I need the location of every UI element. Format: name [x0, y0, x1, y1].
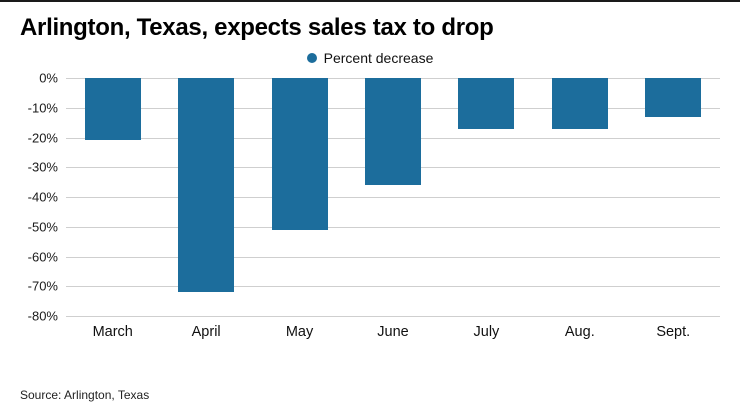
y-axis-label: -20%: [27, 130, 58, 145]
bar-column: [533, 78, 626, 316]
x-axis-labels: March April May June July Aug. Sept.: [66, 324, 720, 340]
bar-column: [66, 78, 159, 316]
bar-may: [271, 78, 328, 230]
bar-aug: [551, 78, 608, 129]
y-axis-label: -30%: [27, 159, 58, 175]
gridline: [66, 316, 720, 317]
plot-area: [66, 78, 720, 317]
bar-column: [440, 78, 533, 316]
bar-april: [178, 78, 235, 293]
y-axis-label: -80%: [27, 308, 58, 324]
y-axis-label: -60%: [27, 249, 58, 264]
legend-dot-icon: [306, 53, 317, 63]
legend-label: Percent decrease: [323, 50, 434, 66]
x-axis-label: Aug.: [564, 324, 595, 340]
x-axis-label: July: [473, 324, 500, 340]
bar-series: [66, 78, 720, 316]
bar-july: [458, 78, 515, 129]
gridline: [66, 286, 720, 288]
legend: Percent decrease: [0, 50, 740, 66]
bar-june: [364, 78, 421, 186]
bar-column: [346, 78, 439, 316]
x-axis-label: Sept.: [656, 324, 691, 340]
x-axis-label: April: [191, 324, 221, 340]
y-axis-label: -40%: [27, 189, 58, 205]
x-axis-label: May: [285, 324, 314, 340]
y-axis-label: -10%: [27, 100, 58, 116]
gridline: [66, 256, 720, 258]
x-axis: March April May June July Aug. Sept.: [20, 316, 720, 340]
x-axis-spacer: [20, 324, 66, 340]
x-axis-label: March: [92, 324, 133, 340]
y-axis-label: -50%: [27, 219, 58, 235]
bar-column: [627, 78, 720, 316]
x-axis-label: June: [377, 324, 409, 340]
gridline: [66, 226, 720, 228]
y-axis: 0% -10% -20% -30% -40% -50% -60% -70% -80%: [20, 71, 66, 324]
bar-column: [253, 78, 346, 316]
chart-title: Arlington, Texas, expects sales tax to d…: [20, 14, 494, 41]
bar-march: [84, 78, 141, 141]
y-axis-label: 0%: [39, 70, 58, 86]
bar-column: [159, 78, 252, 316]
y-axis-label: -70%: [27, 278, 58, 294]
gridline: [66, 197, 720, 198]
source-text: Source: Arlington, Texas: [20, 388, 150, 402]
bar-sept: [645, 78, 702, 117]
chart-area: 0% -10% -20% -30% -40% -50% -60% -70% -80%: [20, 71, 720, 324]
